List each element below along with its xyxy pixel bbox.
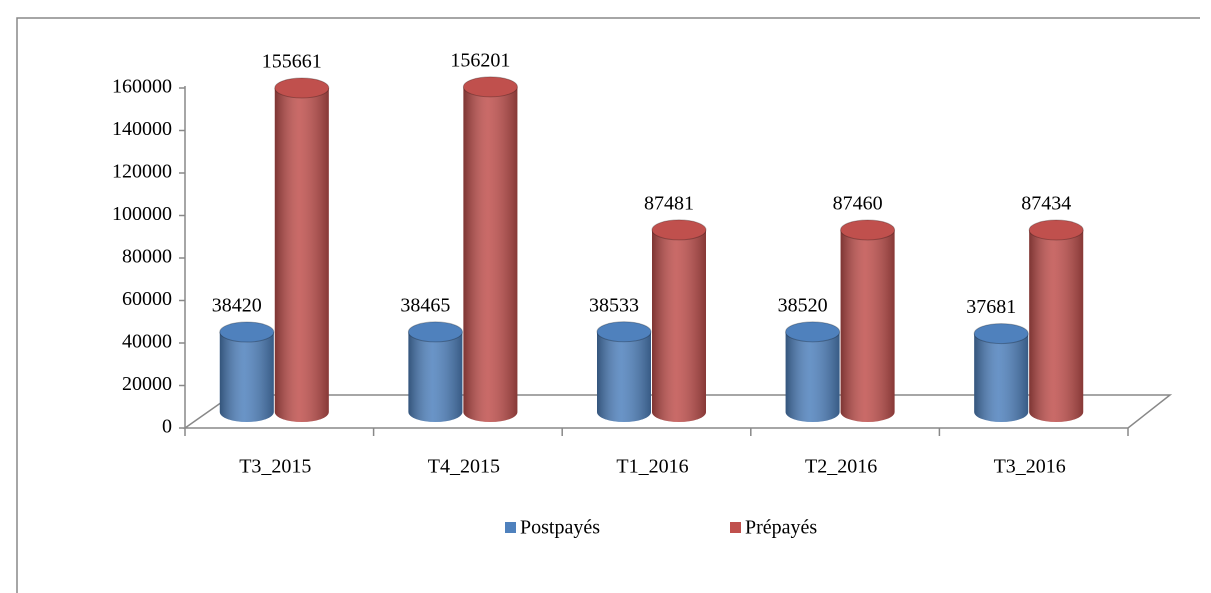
bar [407,321,463,422]
data-label: 38533 [589,294,639,316]
bar [651,219,707,422]
data-label: 156201 [450,49,510,71]
y-tick-label: 140000 [112,118,172,140]
bar-top [785,321,841,343]
bar-top [840,219,896,241]
legend-label: Prépayés [745,517,817,539]
bar-top [274,77,330,99]
x-tick-label: T1_2016 [616,456,688,478]
x-tick-label: T4_2015 [428,456,500,478]
legend-label: Postpayés [520,517,600,539]
bar-shade [274,88,329,422]
legend-swatch [505,522,516,533]
bar-top [219,321,275,343]
bar-shade [597,331,651,422]
data-label: 87460 [833,193,883,215]
legend-swatch [730,522,741,533]
y-tick-label: 60000 [122,288,172,310]
x-tick-label: T3_2015 [239,456,311,478]
data-label: 37681 [966,296,1016,318]
bar [462,76,518,423]
bar-top [462,76,518,98]
bar [973,323,1029,422]
bar-top [651,219,707,241]
bar [219,321,275,422]
bar-shade [652,229,706,422]
y-tick-label: 20000 [122,373,172,395]
bar-shade [840,229,895,422]
data-label: 155661 [262,51,322,73]
bar-shade [463,86,518,423]
bar-top [1028,219,1084,241]
bar [785,321,841,422]
data-label: 38420 [212,295,262,317]
bar-shade [1029,230,1084,422]
bar-shade [219,332,274,422]
y-tick-label: 80000 [122,246,172,268]
y-tick-label: 0 [162,416,172,438]
data-label: 38465 [400,295,450,317]
bar-top [596,321,652,343]
bar [1028,219,1084,422]
bar-shade [974,333,1029,422]
bar [840,219,896,422]
x-tick-label: T2_2016 [805,456,877,478]
bar [274,77,330,422]
bar-shade [408,331,463,422]
x-tick-label: T3_2016 [994,456,1066,478]
y-tick-label: 100000 [112,203,172,225]
data-label: 38520 [778,294,828,316]
bar-top [973,323,1029,345]
data-label: 87481 [644,193,694,215]
y-tick-label: 120000 [112,161,172,183]
frame [16,17,1200,593]
bar-top [407,321,463,343]
y-tick-label: 40000 [122,331,172,353]
y-tick-label: 160000 [112,76,172,98]
bar-shade [785,331,840,422]
bar [596,321,652,422]
data-label: 87434 [1021,193,1071,215]
